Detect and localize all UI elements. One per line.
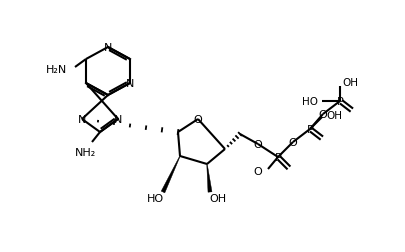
- Text: O: O: [318, 110, 326, 119]
- Polygon shape: [206, 164, 211, 193]
- Text: N: N: [113, 115, 122, 124]
- Text: N: N: [126, 79, 134, 89]
- Text: N: N: [104, 43, 112, 53]
- Text: P: P: [274, 152, 281, 162]
- Text: O: O: [193, 115, 202, 124]
- Text: OH: OH: [209, 193, 226, 203]
- Text: O: O: [253, 166, 262, 176]
- Text: N: N: [78, 115, 86, 124]
- Text: P: P: [336, 97, 343, 107]
- Text: HO: HO: [146, 193, 163, 203]
- Text: NH₂: NH₂: [75, 147, 96, 158]
- Text: OH: OH: [325, 111, 341, 120]
- Text: O: O: [253, 139, 262, 149]
- Text: O: O: [288, 137, 296, 147]
- Text: HO: HO: [301, 97, 317, 107]
- Text: H₂N: H₂N: [46, 65, 68, 75]
- Text: P: P: [306, 124, 313, 135]
- Text: OH: OH: [341, 78, 357, 88]
- Polygon shape: [161, 156, 180, 193]
